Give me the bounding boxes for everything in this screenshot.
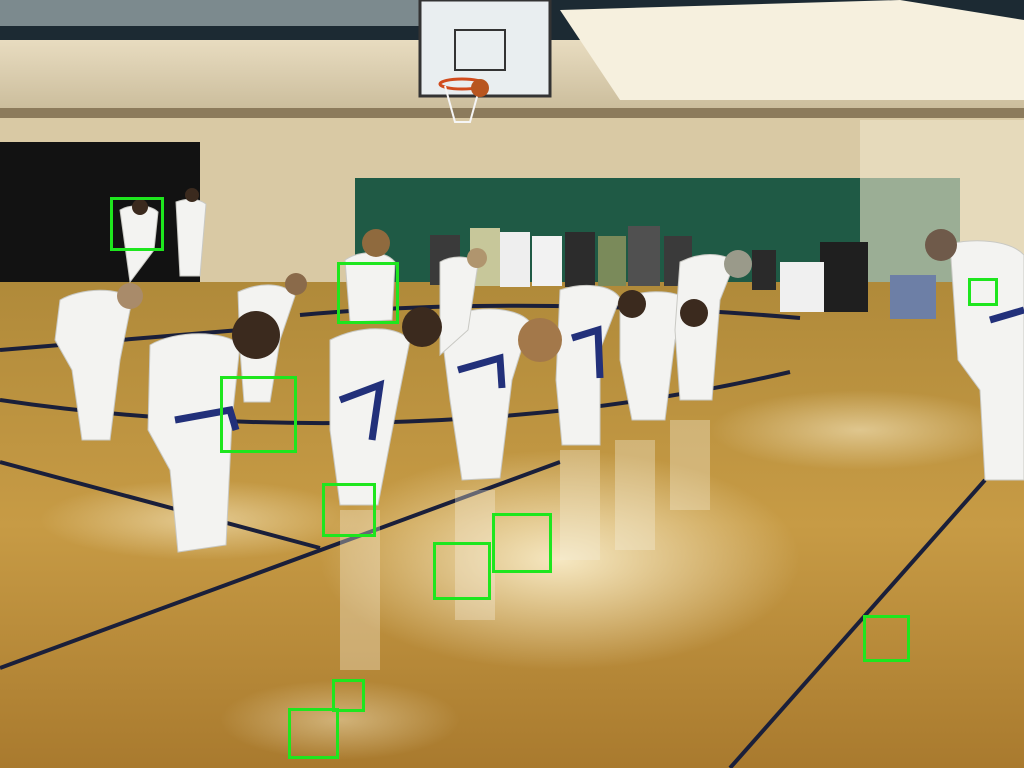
annotation-box	[337, 262, 399, 324]
wall-trim	[0, 108, 1024, 118]
annotation-box	[332, 679, 365, 712]
annotation-box	[322, 483, 376, 537]
annotation-box	[220, 376, 297, 453]
dark-doorway	[0, 142, 200, 292]
annotation-box	[492, 513, 552, 573]
annotation-box	[968, 278, 998, 306]
annotation-box	[863, 615, 910, 662]
basketball-hoop	[418, 0, 552, 123]
annotation-box	[433, 542, 491, 600]
balcony-railing	[0, 0, 420, 26]
sunlit-wall-patch	[560, 0, 1024, 100]
annotation-box	[110, 197, 164, 251]
annotation-box	[288, 708, 339, 759]
heads	[117, 188, 957, 362]
belts	[174, 306, 1024, 441]
